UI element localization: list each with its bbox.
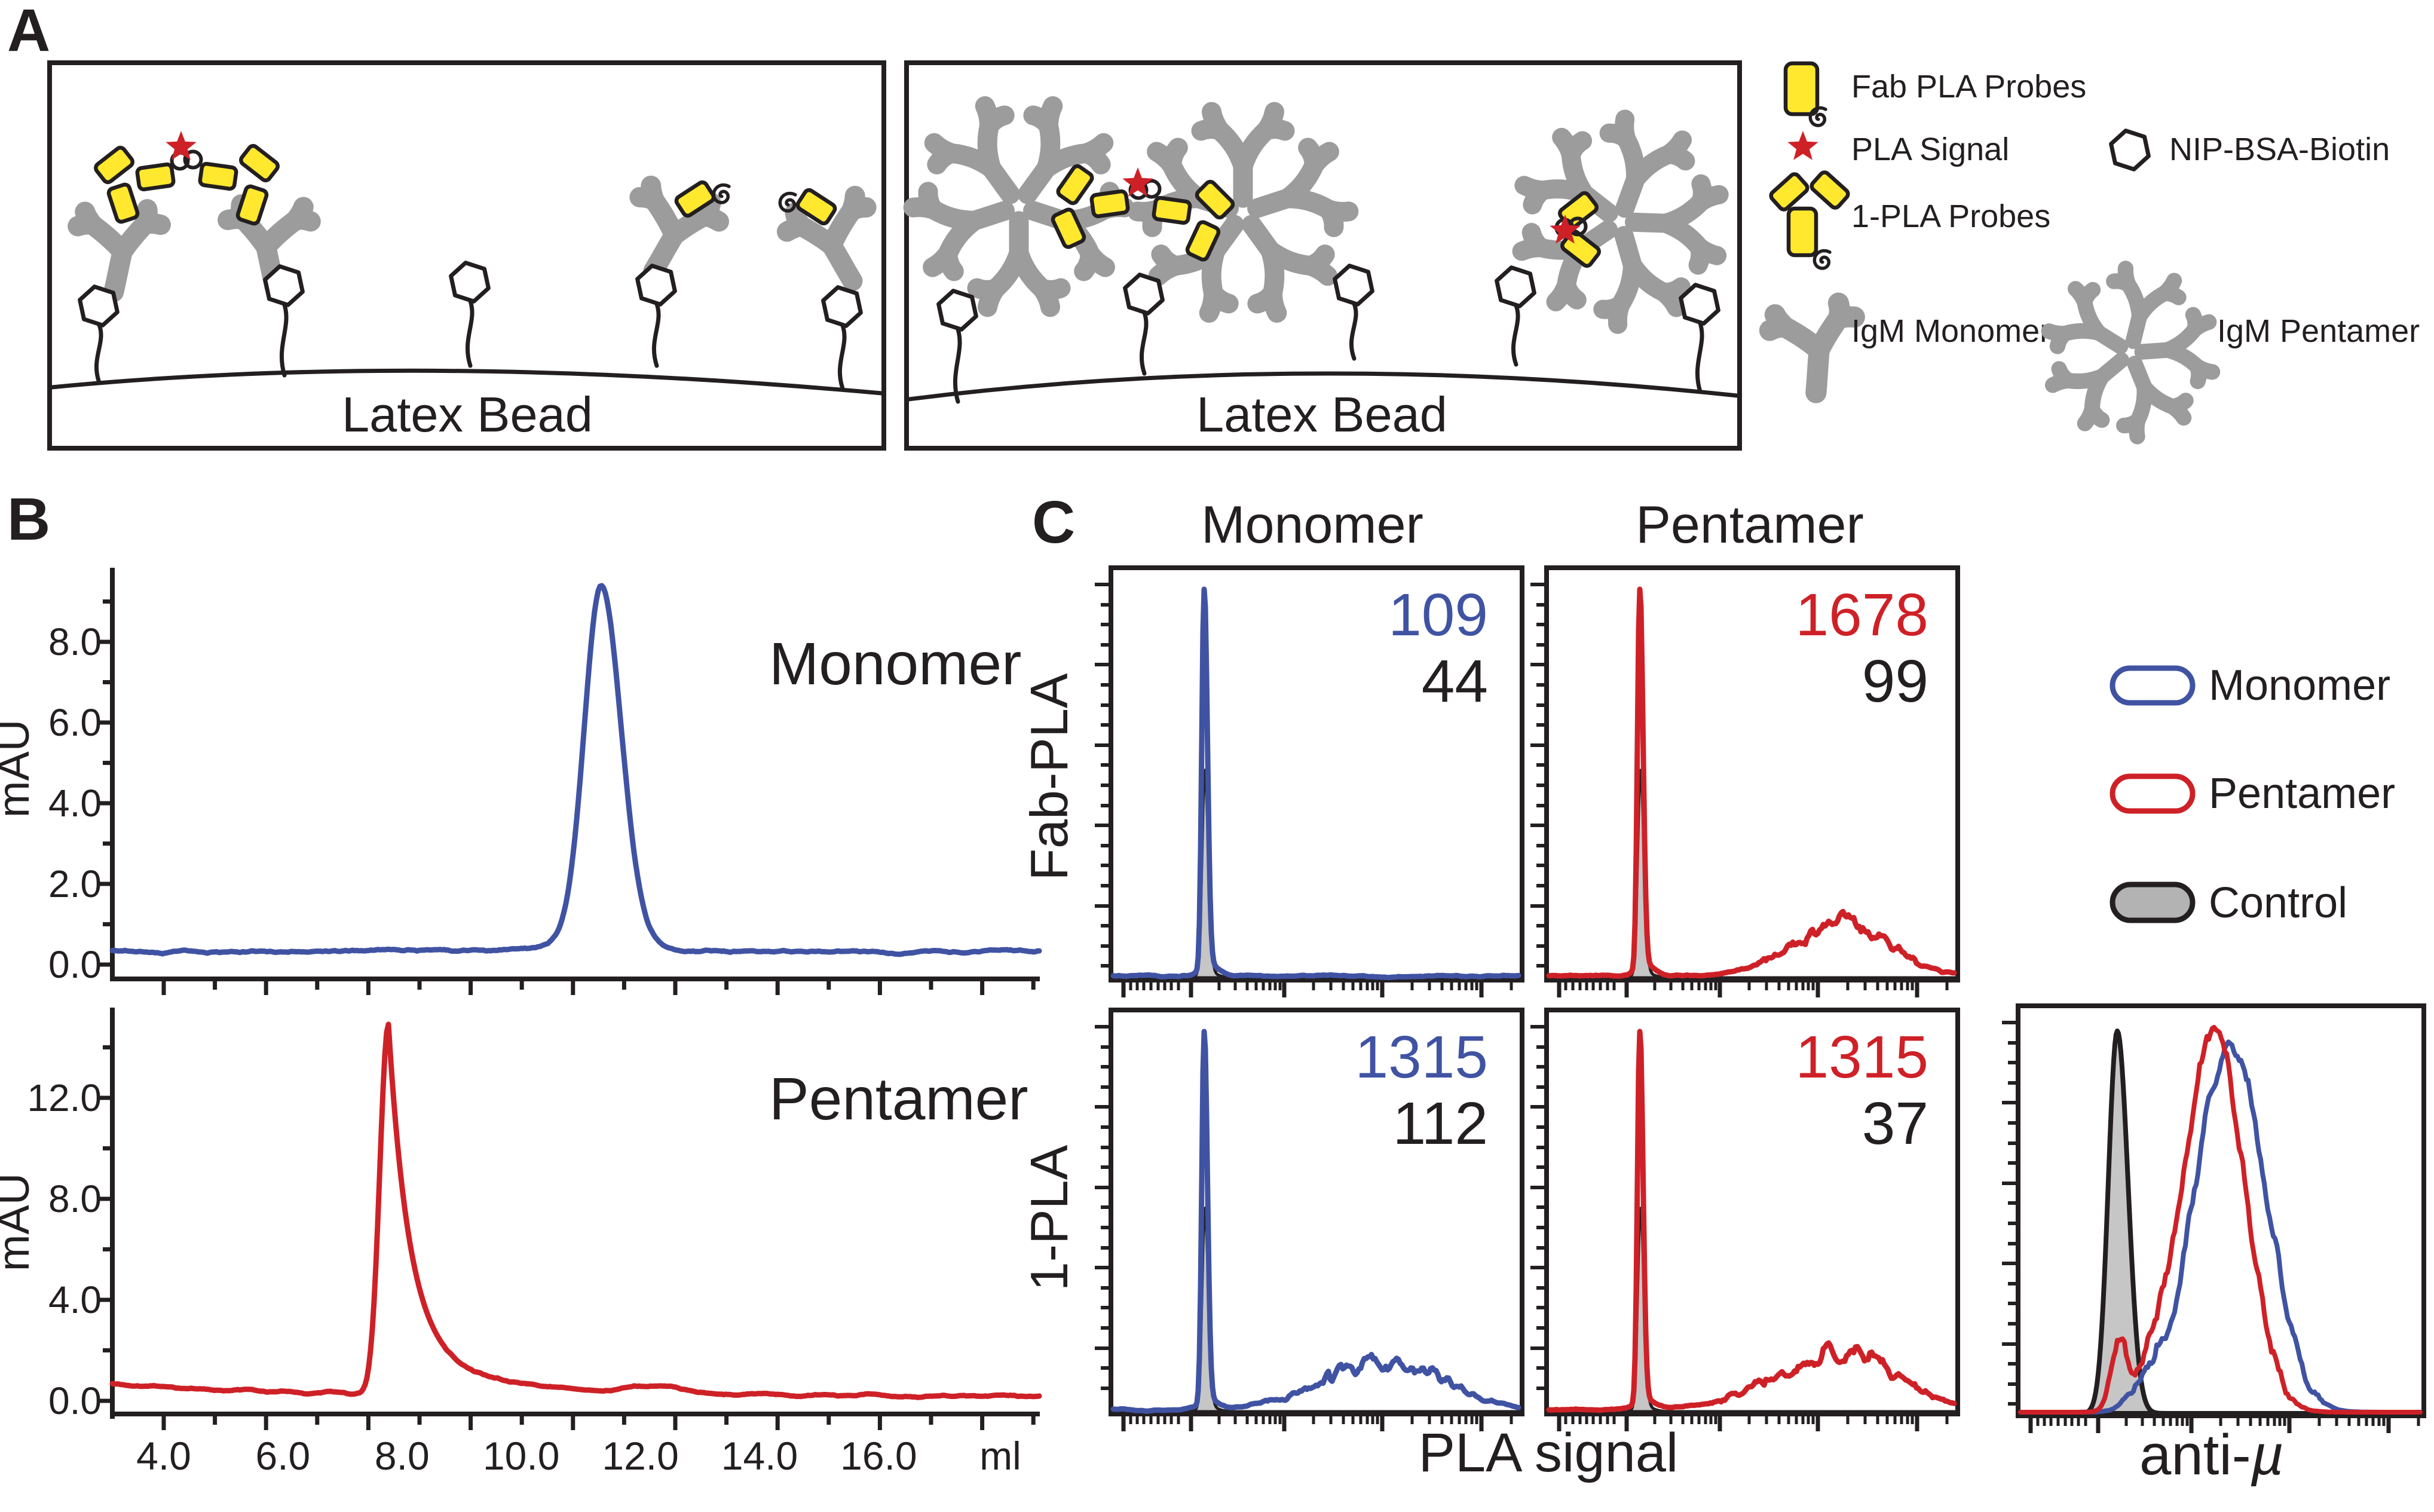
- svg-text:IgM Pentamer: IgM Pentamer: [2217, 313, 2420, 349]
- svg-text:109: 109: [1388, 581, 1488, 648]
- svg-text:Pentamer: Pentamer: [2209, 770, 2395, 818]
- svg-text:8.0: 8.0: [375, 1434, 430, 1478]
- svg-text:1678: 1678: [1796, 581, 1928, 648]
- svg-text:12.0: 12.0: [602, 1434, 678, 1478]
- svg-text:2.0: 2.0: [48, 862, 102, 905]
- svg-text:4.0: 4.0: [136, 1434, 191, 1478]
- svg-text:8.0: 8.0: [48, 1177, 102, 1220]
- svg-text:Pentamer: Pentamer: [769, 1066, 1028, 1133]
- svg-text:99: 99: [1862, 648, 1928, 715]
- svg-text:Fab-PLA: Fab-PLA: [1019, 673, 1079, 881]
- svg-text:Latex Bead: Latex Bead: [1196, 387, 1447, 442]
- svg-text:PLA signal: PLA signal: [1419, 1422, 1679, 1483]
- svg-text:Latex Bead: Latex Bead: [342, 387, 593, 442]
- svg-text:PLA Signal: PLA Signal: [1851, 131, 2009, 167]
- svg-text:44: 44: [1422, 648, 1488, 715]
- svg-text:Fab PLA Probes: Fab PLA Probes: [1851, 69, 2086, 105]
- svg-text:4.0: 4.0: [48, 782, 102, 825]
- svg-text:Control: Control: [2209, 879, 2347, 927]
- svg-text:1-PLA Probes: 1-PLA Probes: [1851, 198, 2050, 234]
- svg-text:Pentamer: Pentamer: [1636, 495, 1864, 554]
- svg-text:anti-µ: anti-µ: [2139, 1423, 2284, 1487]
- svg-text:112: 112: [1393, 1090, 1488, 1157]
- svg-text:B: B: [7, 486, 50, 553]
- svg-text:NIP-BSA-Biotin: NIP-BSA-Biotin: [2169, 131, 2390, 167]
- svg-text:37: 37: [1862, 1090, 1928, 1157]
- svg-text:1315: 1315: [1355, 1024, 1488, 1091]
- svg-text:Monomer: Monomer: [769, 630, 1021, 697]
- svg-text:4.0: 4.0: [48, 1278, 102, 1321]
- svg-text:mAU: mAU: [0, 1173, 38, 1271]
- svg-text:0.0: 0.0: [48, 1379, 102, 1422]
- svg-text:IgM Monomer: IgM Monomer: [1851, 313, 2050, 349]
- svg-text:ml: ml: [979, 1434, 1021, 1478]
- svg-text:C: C: [1032, 489, 1075, 556]
- svg-text:1315: 1315: [1796, 1024, 1928, 1091]
- svg-text:12.0: 12.0: [27, 1076, 102, 1119]
- svg-text:10.0: 10.0: [483, 1434, 559, 1478]
- svg-text:6.0: 6.0: [48, 701, 102, 744]
- svg-text:Monomer: Monomer: [2209, 662, 2390, 709]
- svg-text:0.0: 0.0: [48, 943, 102, 986]
- svg-text:A: A: [7, 0, 50, 64]
- svg-text:14.0: 14.0: [721, 1434, 798, 1478]
- svg-text:1-PLA: 1-PLA: [1019, 1144, 1079, 1291]
- svg-text:16.0: 16.0: [840, 1434, 917, 1478]
- svg-text:mAU: mAU: [0, 720, 38, 818]
- svg-text:Monomer: Monomer: [1201, 495, 1423, 554]
- svg-text:6.0: 6.0: [256, 1434, 311, 1478]
- svg-text:8.0: 8.0: [48, 620, 102, 663]
